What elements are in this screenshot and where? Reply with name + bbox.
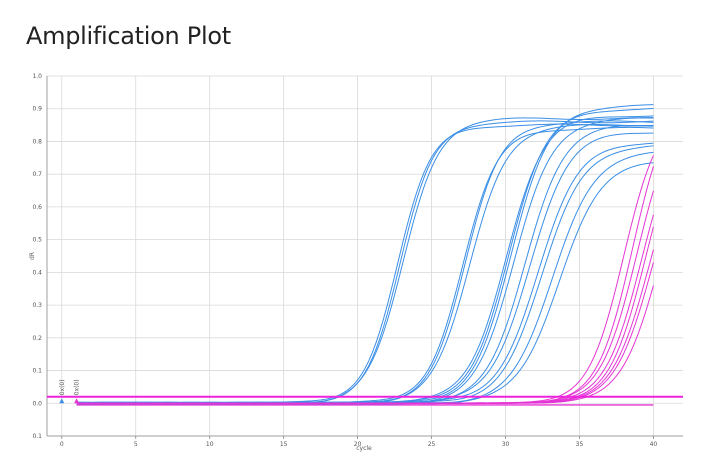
x-tick-label: 30 (502, 441, 510, 448)
x-tick-label: 0 (60, 441, 64, 448)
cycle-markers: 0x(0) 0x(0) (59, 379, 81, 404)
x-tick-label: 40 (650, 441, 658, 448)
y-tick-label: 0.5 (32, 237, 42, 244)
y-tick-label: 0.7 (32, 171, 42, 178)
y-tick-label: 1.0 (32, 73, 42, 80)
x-axis-ticks: 0 5 10 15 20 25 30 35 40 (60, 441, 658, 448)
x-tick-label: 5 (134, 441, 138, 448)
amplification-curve (76, 151, 654, 405)
y-tick-label: 0.3 (32, 302, 42, 309)
threshold-lines (47, 395, 683, 406)
amplification-curve (76, 226, 654, 405)
x-tick-label: 10 (206, 441, 214, 448)
chart-grid (47, 75, 683, 437)
x-tick-label: 20 (354, 441, 362, 448)
series-lines (76, 104, 654, 405)
y-axis-label: dR (29, 252, 36, 260)
cycle-marker-label: 0x(0) (59, 379, 66, 395)
cycle-marker (74, 398, 80, 404)
x-tick-label: 25 (428, 441, 436, 448)
amplification-curve (76, 262, 654, 405)
cycle-marker-label: 0x(0) (74, 379, 81, 395)
x-tick-label: 15 (280, 441, 288, 448)
y-tick-label: 0.1 (32, 433, 42, 440)
y-tick-label: 0.6 (32, 204, 42, 211)
amplification-curve (76, 120, 654, 405)
amplification-curve (76, 142, 654, 405)
amplification-curve (76, 285, 654, 405)
amplification-curve (76, 107, 654, 405)
x-tick-label: 35 (576, 441, 584, 448)
y-tick-label: 0.1 (32, 368, 42, 375)
y-axis-ticks: 0.1 0.0 0.1 0.2 0.3 0.4 0.5 0.6 0.7 0.8 0.9 1.0 (32, 73, 42, 440)
amplification-curve (76, 104, 654, 405)
amplification-curve (76, 120, 654, 405)
page-title: Amplification Plot (26, 22, 231, 50)
amplification-curve (76, 126, 654, 405)
amplification-curve (76, 145, 654, 405)
chart-axes (46, 76, 683, 439)
y-tick-label: 0.0 (32, 400, 42, 407)
y-tick-label: 0.8 (32, 138, 42, 145)
y-tick-label: 0.2 (32, 335, 42, 342)
y-tick-label: 0.9 (32, 106, 42, 113)
x-axis-label: cycle (356, 445, 372, 452)
y-tick-label: 0.4 (32, 269, 42, 276)
amplification-curve (76, 214, 654, 405)
cycle-marker (59, 398, 65, 404)
